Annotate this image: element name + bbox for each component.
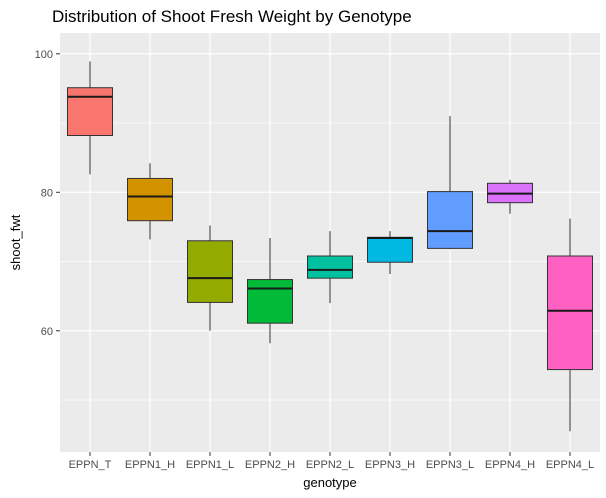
x-tick-label: EPPN3_L: [426, 459, 474, 471]
x-tick-label: EPPN4_H: [485, 459, 535, 471]
box-eppn1-l: [187, 240, 233, 303]
x-tick-label: EPPN4_L: [546, 459, 594, 471]
chart-title: Distribution of Shoot Fresh Weight by Ge…: [52, 7, 412, 26]
y-tick-label: 100: [35, 49, 53, 61]
box-eppn-t: [67, 87, 113, 136]
x-tick-label: EPPN1_H: [125, 459, 175, 471]
x-tick-label: EPPN2_H: [245, 459, 295, 471]
x-tick-label: EPPN2_L: [306, 459, 354, 471]
box-eppn2-h: [247, 279, 293, 324]
y-axis-title: shoot_fwt: [8, 214, 23, 270]
box-eppn2-l: [307, 255, 353, 279]
x-tick-label: EPPN1_L: [186, 459, 234, 471]
y-tick-label: 60: [41, 326, 53, 338]
x-axis-title: genotype: [303, 475, 357, 490]
box-eppn3-l: [427, 191, 473, 249]
box-eppn3-h: [367, 236, 413, 263]
x-tick-label: EPPN3_H: [365, 459, 415, 471]
box-eppn1-h: [127, 177, 173, 222]
x-tick-label: EPPN_T: [69, 459, 112, 471]
box-eppn4-l: [547, 255, 593, 371]
y-tick-label: 80: [41, 187, 53, 199]
